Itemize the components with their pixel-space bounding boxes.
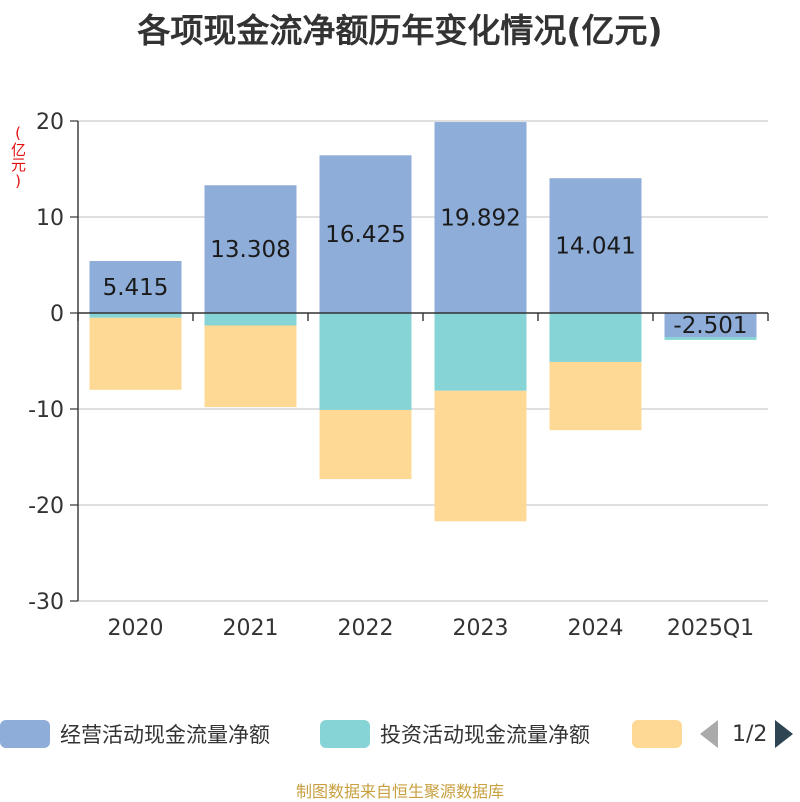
data-label-2020: 5.415: [103, 275, 169, 301]
bar-2-2020: [89, 313, 182, 318]
legend-swatch-operating: [0, 720, 50, 748]
legend-page-indicator: 1/2: [732, 721, 768, 747]
y-tick-label: 0: [50, 302, 64, 327]
bar-series: [89, 122, 757, 522]
bar-3-2021: [204, 325, 297, 408]
bar-1-2025Q1: [664, 313, 757, 338]
y-axis-unit-label: (亿元): [9, 124, 27, 190]
x-axis-tick-labels: 2020 2021 2022 2023 2024 2025Q1: [108, 616, 755, 641]
x-tick-label-2025Q1: 2025Q1: [667, 616, 754, 641]
legend-item-operating[interactable]: 经营活动现金流量净额: [0, 716, 270, 752]
y-tick-label: 10: [36, 206, 64, 231]
bar-1-2023: [434, 122, 527, 313]
data-label-2025Q1: -2.501: [673, 313, 747, 339]
data-source-note: 制图数据来自恒生聚源数据库: [295, 782, 504, 801]
bar-2-2025Q1: [664, 337, 757, 340]
axes: [77, 121, 769, 601]
legend-swatch-investing: [320, 720, 370, 748]
bar-1-2024: [549, 178, 642, 313]
chart-title: 各项现金流净额历年变化情况(亿元): [137, 11, 663, 50]
bar-2-2023: [434, 313, 527, 391]
x-tick-label-2020: 2020: [108, 616, 164, 641]
x-tick-label-2021: 2021: [223, 616, 279, 641]
legend-item-financing[interactable]: [632, 716, 682, 752]
legend-label-investing: 投资活动现金流量净额: [380, 723, 590, 747]
bar-1-2021: [204, 185, 297, 313]
data-label-2021: 13.308: [210, 237, 290, 263]
y-tick-label: 20: [36, 110, 64, 135]
bar-1-2022: [319, 155, 412, 313]
x-tick-label-2022: 2022: [338, 616, 394, 641]
legend-pager: 1/2: [700, 716, 794, 752]
x-tick-label-2023: 2023: [453, 616, 509, 641]
legend: 经营活动现金流量净额 投资活动现金流量净额 1/2: [0, 716, 800, 752]
bar-3-2022: [319, 409, 412, 480]
legend-prev-page-icon[interactable]: [700, 720, 718, 748]
grid-lines: [70, 120, 768, 602]
y-tick-label: -30: [28, 590, 64, 615]
bar-3-2020: [89, 317, 182, 390]
x-tick-label-2024: 2024: [568, 616, 624, 641]
y-axis-tick-labels: 20 10 0 -10 -20 -30: [28, 110, 64, 615]
bar-3-2024: [549, 361, 642, 431]
bar-3-2023: [434, 390, 527, 522]
legend-next-page-icon[interactable]: [775, 720, 794, 748]
y-tick-label: -10: [28, 398, 64, 423]
bar-1-2020: [89, 261, 182, 313]
legend-swatch-financing: [632, 720, 682, 748]
data-label-2022: 16.425: [325, 222, 405, 248]
data-label-2024: 14.041: [555, 234, 635, 260]
bar-2-2021: [204, 313, 297, 326]
legend-item-investing[interactable]: 投资活动现金流量净额: [320, 716, 590, 752]
bar-2-2022: [319, 313, 412, 410]
legend-label-operating: 经营活动现金流量净额: [60, 723, 270, 747]
bar-2-2024: [549, 313, 642, 362]
y-tick-label: -20: [28, 494, 64, 519]
data-label-2023: 19.892: [440, 206, 520, 232]
data-labels: 5.415 13.308 16.425 19.892 14.041 -2.501: [103, 206, 748, 339]
